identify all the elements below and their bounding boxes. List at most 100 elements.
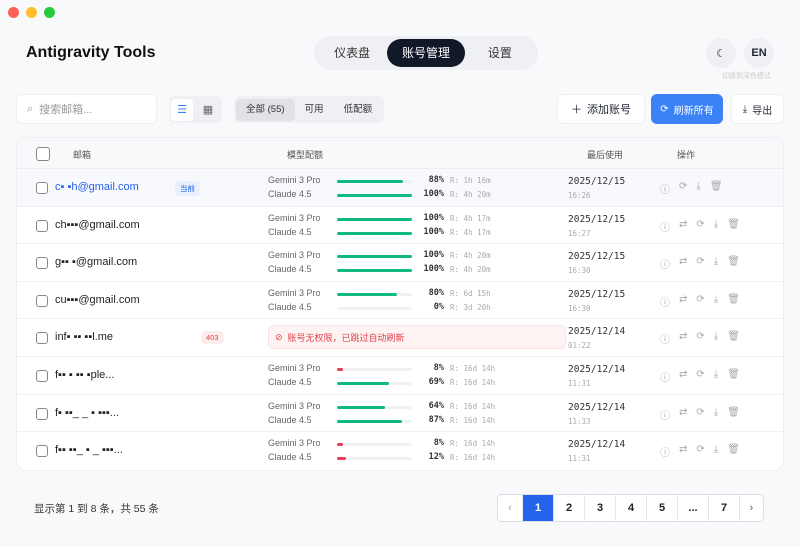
error-message: ⊘ 账号无权限，已跳过自动刷新: [268, 325, 566, 350]
refresh-icon[interactable]: ⟳: [696, 293, 705, 305]
download-icon[interactable]: ⤓: [713, 444, 719, 456]
refresh-icon[interactable]: ⟳: [696, 256, 705, 268]
trash-icon[interactable]: 🗑︎: [727, 331, 740, 343]
close-window-button[interactable]: [8, 7, 19, 18]
add-account-button[interactable]: ＋ 添加账号: [557, 94, 645, 124]
language-button[interactable]: EN: [744, 38, 774, 68]
row-actions: ⓘ ⇄ ⟳ ⤓ 🗑︎: [660, 407, 740, 422]
switch-icon[interactable]: ⇄: [679, 256, 688, 268]
page-button[interactable]: 7: [708, 495, 739, 521]
row-actions: ⓘ ⇄ ⟳ ⤓ 🗑︎: [660, 256, 740, 271]
switch-icon[interactable]: ⇄: [679, 293, 688, 305]
table-row[interactable]: inf▪ ▪▪ ▪▪l.me 403 ⊘ 账号无权限，已跳过自动刷新 2025/12/1…: [17, 319, 783, 357]
info-icon[interactable]: ⓘ: [660, 372, 670, 384]
filter-available[interactable]: 可用: [304, 103, 324, 115]
info-icon[interactable]: ⓘ: [660, 260, 670, 272]
refresh-all-button[interactable]: ⟳ 刷新所有: [651, 94, 723, 124]
trash-icon[interactable]: 🗑︎: [709, 181, 723, 192]
refresh-icon[interactable]: ⟳: [696, 331, 705, 343]
info-icon[interactable]: ⓘ: [660, 297, 670, 309]
quota-percent: 88%: [428, 175, 444, 185]
quota-fill: [337, 217, 412, 221]
page-button[interactable]: ...: [677, 495, 708, 521]
table-row[interactable]: g▪▪ ▪@gmail.com Gemini 3 Pro 100% R: 4h 2…: [17, 244, 783, 282]
switch-icon[interactable]: ⇄: [679, 331, 688, 343]
page-button[interactable]: 4: [615, 495, 646, 521]
download-icon[interactable]: ⤓: [713, 406, 719, 418]
account-email: inf▪ ▪▪ ▪▪l.me: [55, 331, 114, 344]
refresh-icon[interactable]: ⟳: [696, 406, 705, 418]
search-input[interactable]: ⌕ 搜索邮箱...: [16, 94, 157, 124]
row-checkbox[interactable]: [36, 407, 48, 420]
select-all-checkbox[interactable]: [36, 147, 50, 161]
row-checkbox[interactable]: [36, 369, 48, 382]
row-checkbox[interactable]: [36, 332, 48, 345]
info-icon[interactable]: ⓘ: [660, 185, 670, 196]
tab-dashboard[interactable]: 仪表盘: [334, 46, 371, 60]
quota-fill: [337, 255, 412, 259]
refresh-icon[interactable]: ⟳: [696, 368, 705, 380]
table-row[interactable]: c▪ ▪h@gmail.com 当前 Gemini 3 Pro 88% R: 1h …: [17, 169, 783, 207]
page-button[interactable]: 5: [646, 495, 677, 521]
download-icon[interactable]: ⤓: [713, 256, 719, 268]
row-checkbox[interactable]: [36, 294, 48, 307]
trash-icon[interactable]: 🗑︎: [727, 218, 740, 230]
info-icon[interactable]: ⓘ: [660, 222, 670, 234]
prev-page-button[interactable]: ‹: [508, 502, 512, 514]
table-row[interactable]: f▪ ▪▪_ _ ▪ ▪▪▪... Gemini 3 Pro 64% R: 16d…: [17, 395, 783, 433]
quota-fill: [337, 180, 403, 183]
download-icon[interactable]: ⤓: [713, 368, 719, 380]
maximize-window-button[interactable]: [44, 7, 55, 18]
model-name: Gemini 3 Pro: [268, 212, 321, 223]
row-checkbox[interactable]: [36, 219, 48, 232]
page-button[interactable]: 1: [522, 495, 553, 521]
quota-reset: R: 4h 17m: [450, 227, 491, 237]
refresh-icon[interactable]: ⟳: [696, 218, 705, 230]
trash-icon[interactable]: 🗑︎: [727, 293, 740, 305]
grid-view-icon[interactable]: ▦: [202, 104, 214, 116]
page-button[interactable]: 3: [584, 495, 615, 521]
model-name: Claude 4.5: [268, 414, 312, 425]
view-toggle: ☰ ▦: [169, 96, 222, 123]
next-page-button[interactable]: ›: [739, 495, 763, 521]
row-checkbox[interactable]: [36, 257, 48, 270]
page-button[interactable]: 2: [553, 495, 584, 521]
row-actions: ⓘ ⟳ ⤓ 🗑︎: [660, 181, 723, 196]
row-checkbox[interactable]: [36, 182, 48, 194]
info-icon[interactable]: ⓘ: [660, 410, 670, 422]
download-icon[interactable]: ⤓: [713, 331, 719, 343]
trash-icon[interactable]: 🗑︎: [727, 444, 740, 456]
download-icon[interactable]: ⤓: [713, 218, 719, 230]
minimize-window-button[interactable]: [26, 7, 37, 18]
refresh-icon[interactable]: ⟳: [696, 444, 705, 456]
table-row[interactable]: cu▪▪▪@gmail.com Gemini 3 Pro 80% R: 6d 15…: [17, 282, 783, 320]
model-name: Gemini 3 Pro: [268, 287, 321, 298]
quota-bar: [337, 405, 412, 409]
download-icon[interactable]: ⤓: [713, 293, 719, 305]
switch-icon[interactable]: ⇄: [679, 444, 688, 456]
download-icon[interactable]: ⤓: [696, 181, 701, 192]
filter-all[interactable]: 全部 (55): [236, 98, 295, 121]
trash-icon[interactable]: 🗑︎: [727, 406, 740, 418]
filter-low-quota[interactable]: 低配额: [343, 103, 373, 115]
quota-percent: 100%: [423, 212, 444, 223]
theme-toggle-button[interactable]: ☾: [706, 38, 736, 68]
tab-settings[interactable]: 设置: [487, 46, 512, 60]
table-row[interactable]: f▪▪ ▪ ▪▪ ▪ple... Gemini 3 Pro 8% R: 16d 1…: [17, 357, 783, 395]
table-row[interactable]: ch▪▪▪@gmail.com Gemini 3 Pro 100% R: 4h 1…: [17, 207, 783, 245]
refresh-icon[interactable]: ⟳: [679, 181, 688, 192]
header-actions: 操作: [677, 150, 696, 160]
export-button[interactable]: ⤓ 导出: [731, 94, 784, 124]
info-icon[interactable]: ⓘ: [660, 335, 670, 347]
switch-icon[interactable]: ⇄: [679, 368, 688, 380]
info-icon[interactable]: ⓘ: [660, 448, 670, 460]
trash-icon[interactable]: 🗑︎: [727, 256, 740, 268]
header-email: 邮箱: [73, 150, 92, 160]
trash-icon[interactable]: 🗑︎: [727, 368, 740, 380]
row-checkbox[interactable]: [36, 445, 48, 458]
list-view-icon[interactable]: ☰: [171, 98, 193, 121]
table-row[interactable]: f▪▪ ▪▪_ ▪ _ ▪▪▪... Gemini 3 Pro 8% R: 16d…: [17, 432, 783, 470]
switch-icon[interactable]: ⇄: [679, 218, 688, 230]
tab-accounts[interactable]: 账号管理: [387, 39, 465, 67]
switch-icon[interactable]: ⇄: [679, 406, 688, 418]
